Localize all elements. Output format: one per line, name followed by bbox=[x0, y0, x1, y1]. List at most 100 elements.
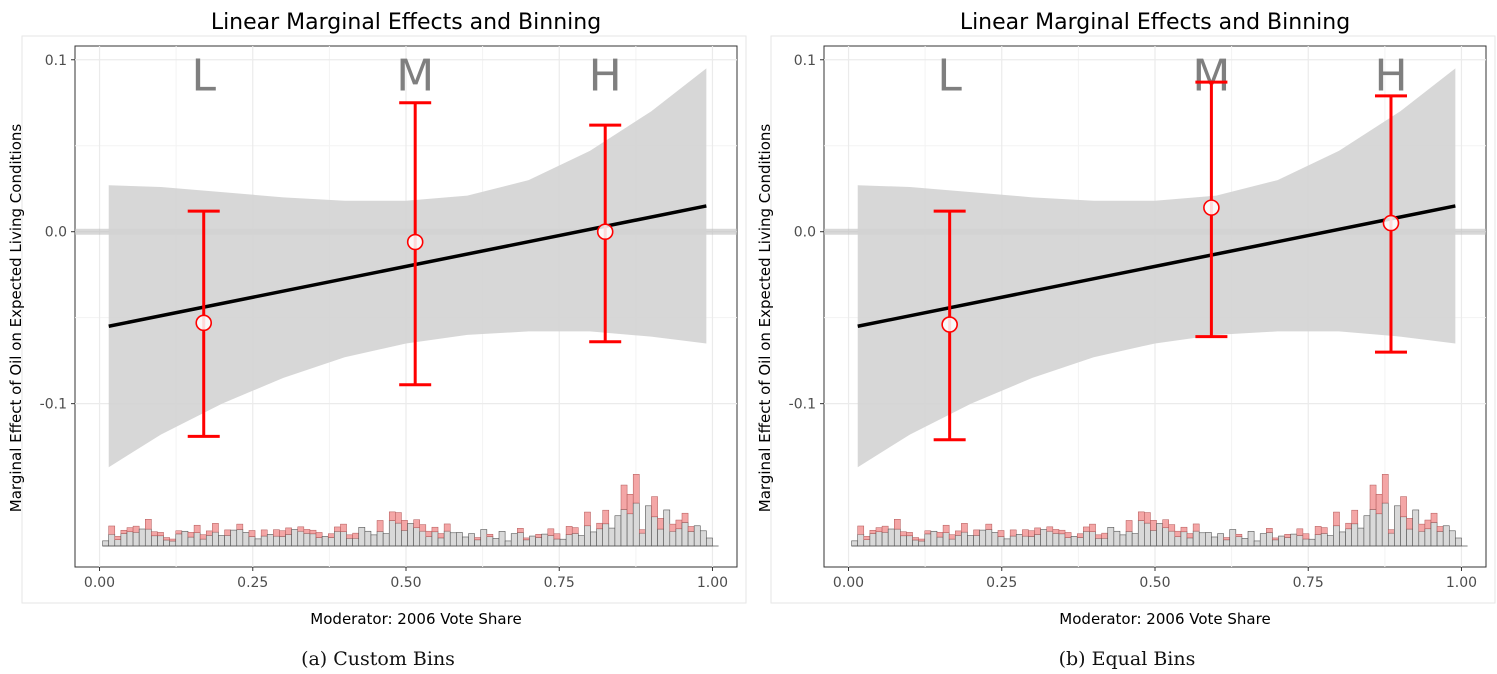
bin-estimate-L bbox=[187, 209, 220, 438]
hist-bar bbox=[291, 529, 299, 547]
hist-bar-treated bbox=[1174, 530, 1182, 537]
hist-bar bbox=[675, 528, 683, 547]
hist-bar bbox=[590, 531, 597, 547]
linear-fit-line bbox=[857, 204, 1456, 328]
hist-bar bbox=[1448, 530, 1456, 547]
hist-bar bbox=[991, 532, 999, 547]
hist-bar bbox=[163, 539, 170, 547]
hist-bar-treated bbox=[1058, 529, 1066, 535]
hist-bar bbox=[321, 536, 329, 547]
hist-bar-treated bbox=[1418, 523, 1426, 532]
hist-bar bbox=[614, 515, 622, 547]
hist-bar bbox=[1284, 537, 1292, 547]
hist-bar-treated bbox=[1223, 537, 1230, 541]
hist-bar bbox=[657, 528, 664, 547]
hist-bar bbox=[230, 529, 238, 547]
hist-bar bbox=[869, 533, 877, 547]
y-axis-label: Marginal Effect of Oil on Expected Livin… bbox=[757, 124, 774, 513]
x-tick-label: 0.50 bbox=[1139, 575, 1170, 591]
hist-bar bbox=[327, 537, 335, 547]
hist-bar bbox=[193, 532, 201, 547]
y-tick-label: 0.0 bbox=[794, 225, 816, 241]
hist-bar-treated bbox=[474, 537, 481, 541]
hist-bar bbox=[942, 532, 950, 547]
hist-bar-treated bbox=[401, 520, 408, 531]
hist-bar-treated bbox=[376, 520, 384, 532]
hist-bar-treated bbox=[443, 523, 451, 532]
hist-bar-treated bbox=[1052, 529, 1060, 534]
hist-bar bbox=[1095, 537, 1102, 547]
hist-bar bbox=[1107, 527, 1115, 547]
hist-bar-treated bbox=[279, 530, 286, 537]
x-tick-label: 1.00 bbox=[1446, 575, 1477, 591]
hist-bar bbox=[1375, 513, 1383, 547]
hist-bar bbox=[468, 533, 475, 547]
hist-bar-treated bbox=[114, 536, 122, 540]
hist-bar-treated bbox=[419, 524, 427, 532]
hist-bar bbox=[1418, 530, 1426, 547]
hist-bar-treated bbox=[1022, 529, 1029, 537]
hist-bar bbox=[187, 536, 195, 547]
hist-bar bbox=[973, 535, 980, 547]
hist-bar bbox=[1058, 533, 1066, 547]
y-tick-label: 0.0 bbox=[45, 225, 67, 241]
hist-bar bbox=[1015, 534, 1023, 547]
hist-bar bbox=[565, 534, 573, 547]
hist-bar bbox=[212, 531, 219, 547]
hist-bar bbox=[1009, 535, 1017, 547]
hist-bar-treated bbox=[169, 538, 177, 542]
hist-bar-treated bbox=[924, 530, 932, 535]
hist-bar-treated bbox=[1320, 527, 1328, 534]
hist-bar bbox=[930, 530, 938, 547]
hist-bar-treated bbox=[175, 530, 183, 535]
hist-bar-treated bbox=[857, 525, 865, 535]
y-tick-label: 0.1 bbox=[794, 53, 816, 69]
hist-bar bbox=[462, 536, 469, 547]
hist-bar bbox=[425, 536, 433, 547]
hist-bar bbox=[273, 535, 280, 547]
hist-bar-treated bbox=[431, 526, 439, 533]
hist-bar bbox=[1381, 502, 1389, 547]
hist-bar bbox=[364, 530, 372, 547]
hist-bar-treated bbox=[120, 529, 128, 534]
bin-point bbox=[406, 233, 424, 251]
hist-bar bbox=[260, 535, 268, 547]
hist-bar-treated bbox=[1400, 496, 1407, 518]
hist-bar-treated bbox=[1089, 523, 1096, 532]
hist-bar bbox=[205, 535, 213, 547]
hist-bar-treated bbox=[1314, 526, 1322, 535]
hist-bar bbox=[547, 535, 555, 547]
hist-bar bbox=[541, 533, 549, 547]
hist-bar-treated bbox=[881, 525, 889, 533]
hist-bar-treated bbox=[1272, 537, 1279, 541]
hist-bar bbox=[596, 528, 603, 547]
hist-bar bbox=[1436, 531, 1444, 547]
rug-histogram bbox=[102, 474, 719, 547]
hist-bar bbox=[498, 531, 506, 547]
hist-bar-treated bbox=[669, 523, 677, 532]
y-tick-label: 0.1 bbox=[45, 53, 67, 69]
hist-bar bbox=[218, 535, 225, 547]
hist-bar-treated bbox=[437, 533, 445, 539]
hist-bar bbox=[1028, 536, 1035, 547]
hist-bar-treated bbox=[602, 509, 610, 525]
hist-bar bbox=[199, 538, 207, 547]
hist-bar bbox=[997, 536, 1005, 547]
hist-bar bbox=[608, 527, 616, 547]
hist-bar bbox=[1266, 532, 1273, 547]
hist-bar bbox=[352, 537, 360, 547]
hist-bar bbox=[120, 533, 128, 547]
hist-bar-treated bbox=[108, 525, 116, 535]
hist-bar bbox=[266, 534, 274, 547]
x-tick-label: 0.75 bbox=[1293, 575, 1324, 591]
hist-bar-treated bbox=[340, 523, 347, 532]
hist-bar bbox=[924, 533, 932, 547]
hist-bar-treated bbox=[955, 530, 962, 536]
hist-bar-treated bbox=[875, 527, 883, 532]
hist-bar bbox=[370, 534, 378, 547]
hist-bar bbox=[242, 532, 250, 547]
hist-bar bbox=[224, 535, 231, 547]
hist-bar bbox=[388, 520, 396, 547]
hist-bar-treated bbox=[327, 533, 335, 538]
x-tick-label: 0.25 bbox=[237, 575, 268, 591]
